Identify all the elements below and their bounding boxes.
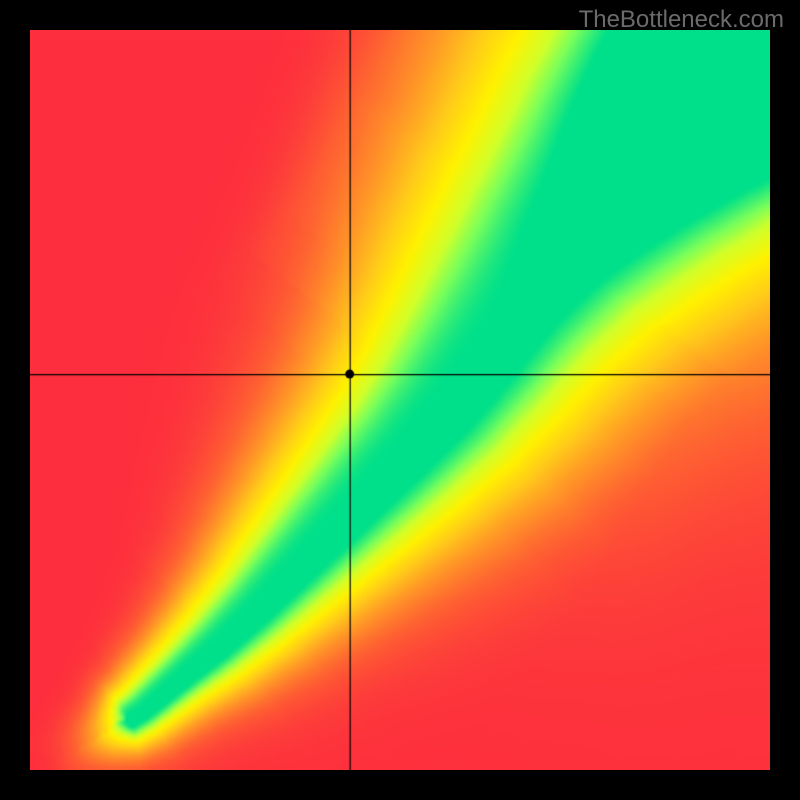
viewport: TheBottleneck.com	[0, 0, 800, 800]
bottleneck-heatmap	[30, 30, 770, 770]
watermark-text: TheBottleneck.com	[579, 6, 784, 34]
